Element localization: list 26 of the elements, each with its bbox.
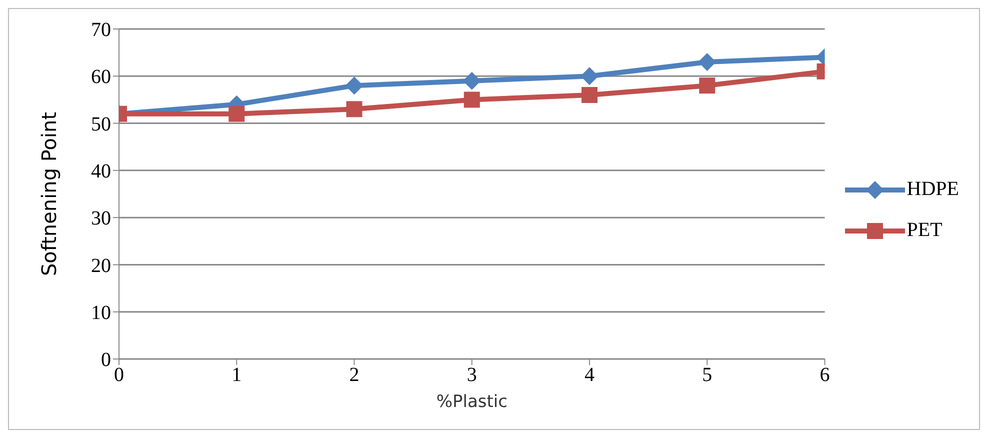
y-tick-label: 70 (91, 19, 111, 42)
y-axis-title: Softnening Point (37, 112, 62, 276)
x-tick-label: 3 (466, 364, 477, 386)
point (699, 78, 716, 94)
y-tick-label: 40 (91, 160, 111, 183)
x-axis-title: %Plastic (436, 392, 508, 412)
legend-label: PET (906, 219, 942, 242)
x-tick-label: 1 (232, 364, 242, 386)
x-tick-label: 4 (584, 364, 595, 386)
x-tick-label: 5 (702, 364, 712, 386)
y-tick-label: 10 (91, 302, 111, 324)
x-tick-label: 2 (349, 364, 360, 386)
y-tick-label: 50 (91, 113, 111, 136)
point (462, 72, 481, 90)
y-tick-label: 20 (91, 254, 111, 277)
y-tick-label: 60 (91, 66, 111, 88)
point (464, 92, 480, 108)
point (582, 87, 598, 103)
x-tick-label: 6 (820, 364, 830, 386)
point (346, 101, 362, 118)
y-tick-label: 0 (101, 349, 111, 372)
point (580, 67, 599, 86)
point (345, 76, 364, 95)
y-tick-label: 30 (91, 208, 111, 230)
point (228, 106, 245, 122)
legend-label: HDPE (906, 178, 959, 201)
